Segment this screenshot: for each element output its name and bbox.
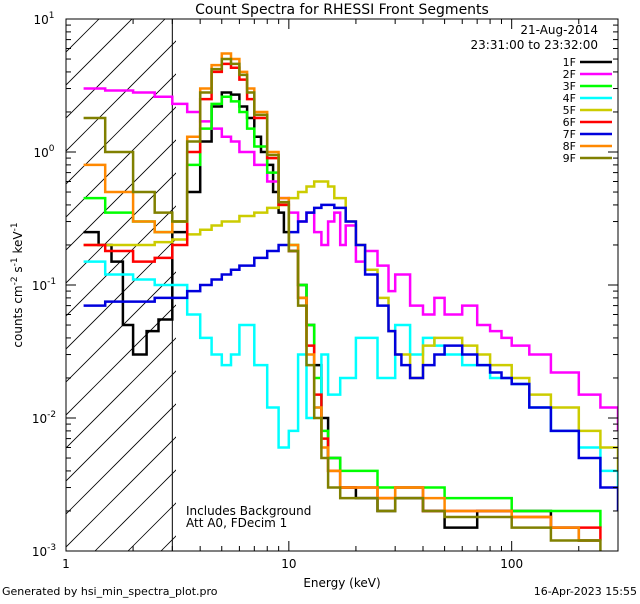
series-9F-line: [83, 57, 602, 551]
y-tick-label: 10-1: [32, 277, 56, 293]
legend-label-5F: 5F: [563, 104, 576, 117]
annotation-background: Includes Background: [186, 504, 311, 518]
series-4F-line: [83, 260, 618, 488]
series-6F-line: [83, 62, 602, 541]
date-label: 21-Aug-2014: [520, 23, 598, 37]
hatch-line: [66, 106, 176, 218]
legend-label-6F: 6F: [563, 116, 576, 129]
legend-label-4F: 4F: [563, 92, 576, 105]
chart-title: Count Spectra for RHESSI Front Segments: [195, 2, 489, 18]
hatch-line: [66, 403, 176, 515]
legend-label-9F: 9F: [563, 152, 576, 165]
hatch-line: [66, 370, 176, 482]
axis-ticks: [65, 18, 619, 552]
y-tick-labels: 10-3 10-2 10-1 100 101: [32, 11, 56, 559]
time-range-label: 23:31:00 to 23:32:00: [471, 38, 598, 52]
legend-label-8F: 8F: [563, 140, 576, 153]
x-axis-label: Energy (keV): [303, 576, 380, 590]
y-tick-label: 10-2: [32, 410, 56, 426]
y-axis-label: counts cm-2 s-1 keV-1: [10, 222, 25, 347]
series-group: [83, 52, 618, 551]
hatch-line: [66, 436, 176, 548]
series-7F-line: [83, 203, 618, 511]
hatch-line: [66, 238, 176, 350]
annotation-attenuator: Att A0, FDecim 1: [186, 516, 287, 530]
x-tick-label: 1: [62, 557, 70, 571]
series-3F-line: [83, 95, 602, 528]
footer-generator: Generated by hsi_min_spectra_plot.pro: [2, 585, 218, 598]
x-tick-label: 100: [500, 557, 523, 571]
hatch-line: [66, 40, 176, 152]
legend-label-2F: 2F: [563, 68, 576, 81]
hatch-line: [66, 205, 176, 317]
y-tick-label: 10-3: [32, 543, 56, 559]
hatch-line: [66, 19, 166, 119]
legend-label-7F: 7F: [563, 128, 576, 141]
legend-label-3F: 3F: [563, 80, 576, 93]
legend-label-1F: 1F: [563, 56, 576, 69]
series-2F-line: [83, 87, 618, 431]
y-tick-label: 100: [33, 144, 54, 160]
footer-timestamp: 16-Apr-2023 15:55: [534, 585, 637, 598]
x-tick-label: 10: [281, 557, 296, 571]
excluded-region: [66, 19, 176, 551]
y-tick-label: 101: [33, 11, 54, 27]
x-tick-labels: 1 10 100: [62, 557, 523, 571]
hatch-line: [66, 73, 176, 185]
series-1F-line: [83, 91, 601, 542]
